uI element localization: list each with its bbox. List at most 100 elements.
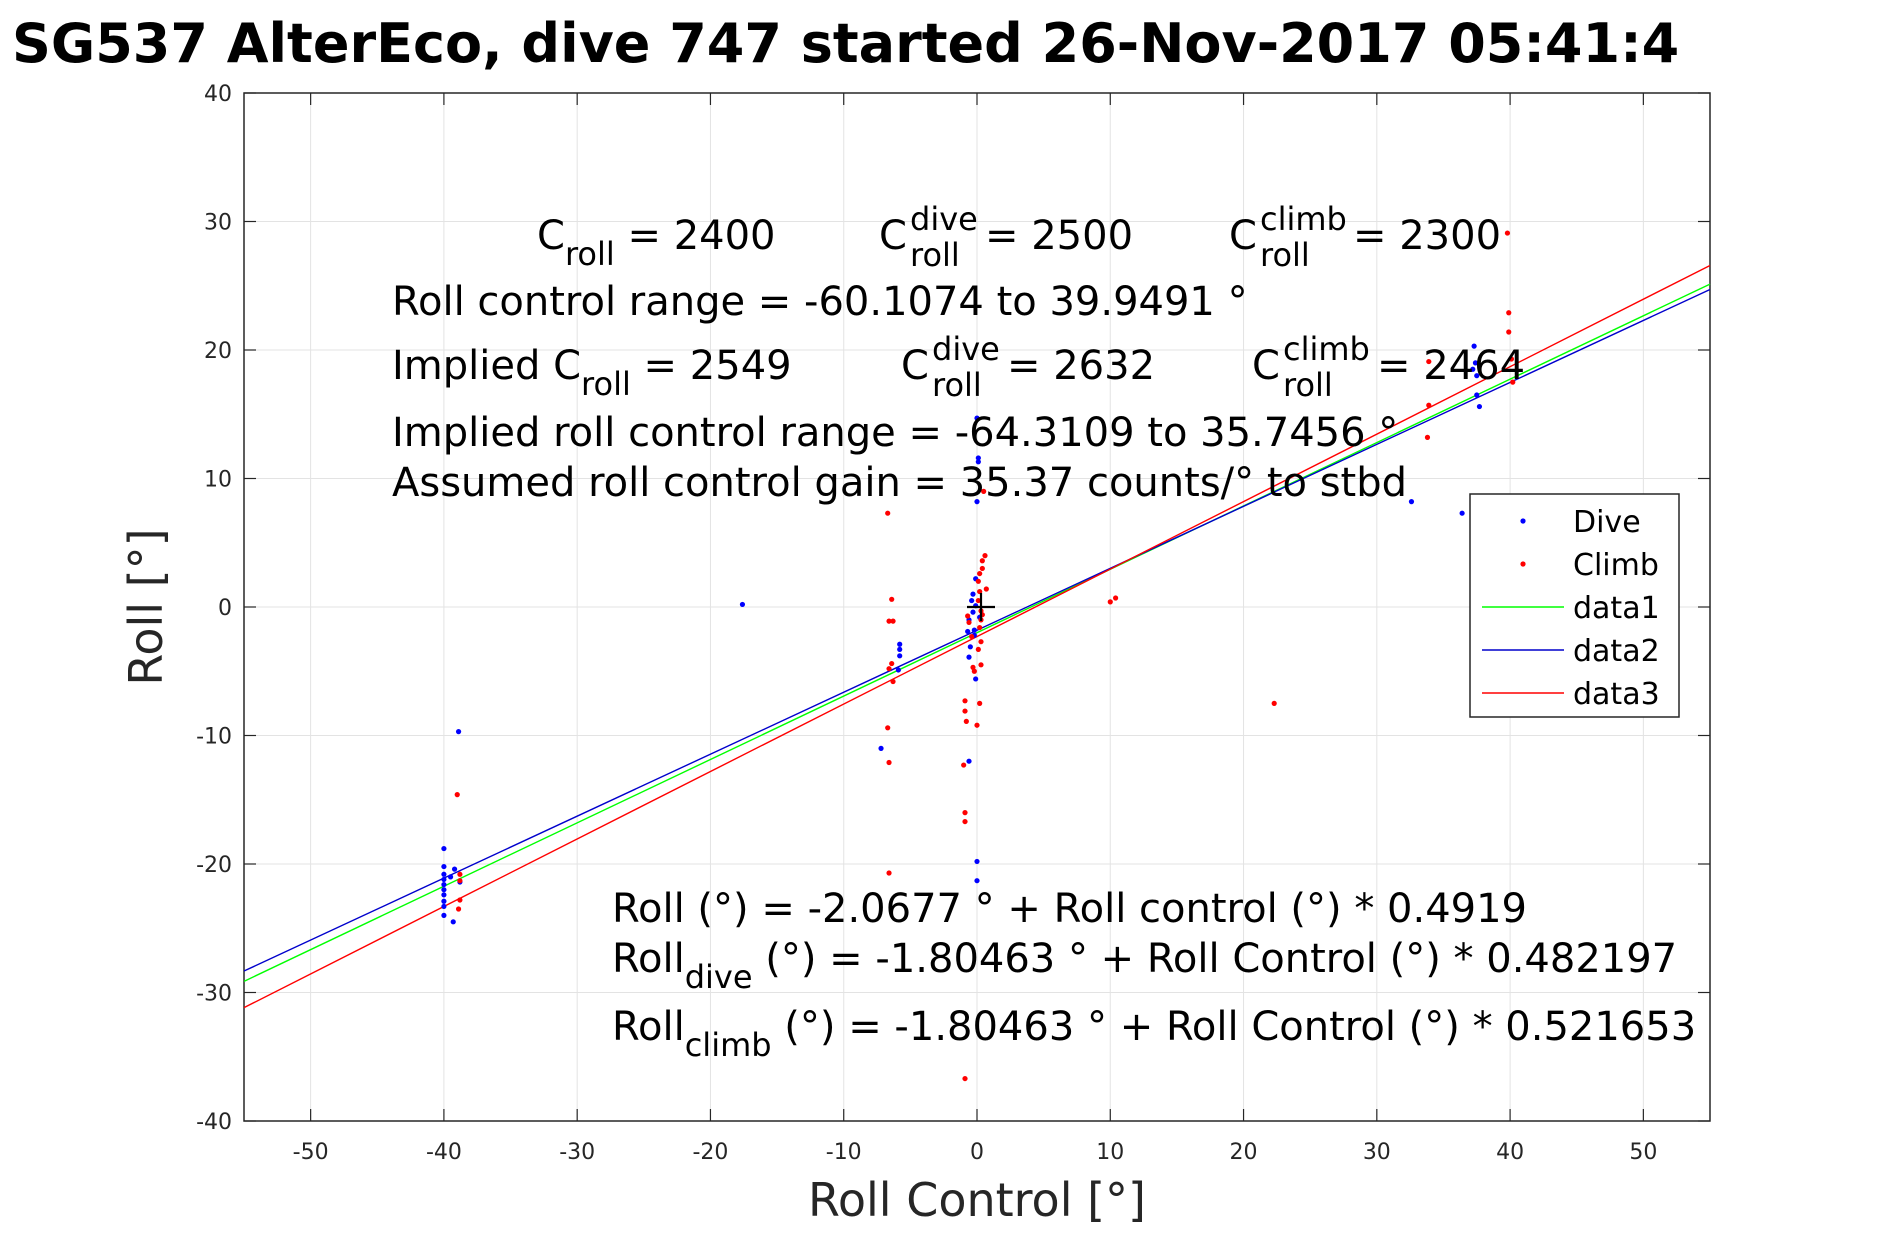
point-climb	[886, 759, 892, 766]
point-climb	[962, 698, 968, 704]
point-dive	[971, 627, 977, 633]
point-dive	[441, 863, 447, 870]
x-tick-label: -30	[559, 1140, 595, 1165]
crosshair-marker	[966, 593, 995, 621]
point-dive	[1474, 373, 1480, 379]
fit-lines	[243, 264, 1711, 1009]
annotation-fit-climb: Rollclimb (°) = -1.80463 ° + Roll Contro…	[612, 1004, 1696, 1064]
annotation-gain: Assumed roll control gain = 35.37 counts…	[392, 460, 1407, 506]
point-climb	[885, 510, 891, 516]
point-dive	[975, 455, 981, 461]
y-axis-label: Roll [°]	[119, 528, 173, 685]
point-climb	[961, 762, 967, 768]
annotation-c-climb-sup: climb	[1260, 200, 1347, 238]
fit-line-data3	[243, 264, 1711, 1009]
point-climb	[886, 666, 892, 672]
point-climb	[962, 708, 968, 714]
legend-marker-climb	[1520, 561, 1526, 567]
legend-label-data1: data1	[1573, 591, 1660, 626]
point-dive	[455, 729, 462, 735]
annotation-implied-range: Implied roll control range = -64.3109 to…	[392, 410, 1398, 456]
point-climb	[974, 722, 980, 728]
annotation-implied-climb-sup: climb	[1283, 330, 1370, 368]
y-tick-label: -30	[196, 982, 232, 1007]
x-axis-label: Roll Control [°]	[808, 1173, 1146, 1227]
y-tick-label: -20	[196, 853, 232, 878]
x-tick-label: 40	[1496, 1140, 1524, 1165]
point-dive	[897, 653, 903, 659]
x-tick-label: -20	[692, 1140, 728, 1165]
annotation-implied-climb: C	[1252, 343, 1280, 389]
annotation-c-climb: C	[1229, 213, 1257, 259]
point-climb	[962, 1075, 968, 1082]
legend-label-dive: Dive	[1573, 505, 1641, 540]
point-climb	[975, 597, 981, 604]
annotation-range: Roll control range = -60.1074 to 39.9491…	[392, 279, 1248, 325]
annotation-implied-climb-sub: roll	[1283, 366, 1333, 404]
legend-label-data2: data2	[1573, 634, 1660, 669]
point-dive	[965, 628, 971, 635]
chart-title: SG537 AlterEco, dive 747 started 26-Nov-…	[12, 12, 1679, 75]
point-climb	[975, 578, 981, 584]
point-climb	[457, 897, 463, 903]
annotation-implied-climb-val: = 2464	[1377, 343, 1525, 389]
point-dive	[975, 459, 981, 465]
y-tick-label: 20	[204, 339, 232, 364]
point-climb	[890, 678, 896, 685]
fit-line-data1	[243, 283, 1711, 982]
point-dive	[447, 874, 454, 880]
point-climb	[455, 906, 462, 912]
point-climb	[1508, 356, 1515, 362]
point-dive	[441, 876, 447, 883]
legend: Dive Climb data1 data2 data3	[1469, 493, 1680, 718]
point-climb	[889, 596, 895, 602]
fit-line-data2	[243, 288, 1711, 972]
point-climb	[977, 570, 983, 577]
annotation-c-climb-val: = 2300	[1353, 213, 1501, 259]
point-dive	[895, 667, 901, 673]
annotation-c-dive-val: = 2500	[985, 213, 1133, 259]
annotation-implied-dive-val: = 2632	[1007, 343, 1155, 389]
legend-label-climb: Climb	[1573, 548, 1659, 583]
x-tick-label: -50	[293, 1140, 329, 1165]
point-dive	[1470, 366, 1476, 372]
point-climb	[886, 618, 892, 624]
point-dive	[739, 601, 746, 608]
y-tick-label: 0	[218, 596, 232, 621]
x-tick-label: 20	[1230, 1140, 1258, 1165]
annotation-implied-dive: C	[901, 343, 929, 389]
point-dive	[969, 597, 975, 604]
point-climb	[977, 700, 983, 706]
point-dive	[451, 866, 458, 872]
point-dive	[1476, 403, 1483, 410]
annotation-implied: Implied Croll = 2549	[392, 343, 792, 403]
point-dive	[441, 898, 447, 904]
point-climb	[889, 660, 895, 667]
point-dive	[1459, 510, 1465, 516]
point-dive	[966, 654, 972, 660]
point-dive	[878, 745, 884, 751]
point-climb	[1271, 700, 1277, 706]
point-climb	[1424, 434, 1431, 440]
point-climb	[962, 810, 968, 816]
y-tick-label: -40	[196, 1110, 232, 1135]
point-dive	[897, 641, 903, 647]
point-climb	[981, 488, 987, 494]
y-tick-label: -10	[196, 725, 232, 750]
annotation-fit: Roll (°) = -2.0677 ° + Roll control (°) …	[612, 886, 1527, 932]
point-dive	[974, 858, 980, 865]
point-dive	[441, 887, 447, 893]
x-tick-label: 0	[970, 1140, 984, 1165]
point-dive	[970, 609, 976, 615]
annotation-c-dive: C	[879, 213, 907, 259]
point-dive	[966, 758, 972, 764]
point-climb	[962, 818, 968, 825]
point-dive	[1408, 499, 1415, 505]
point-dive	[974, 499, 980, 505]
point-climb	[975, 646, 981, 653]
point-dive	[441, 903, 447, 910]
point-climb	[1506, 310, 1512, 316]
annotation-implied-dive-sub: roll	[932, 366, 982, 404]
legend-label-data3: data3	[1573, 677, 1660, 712]
point-dive	[973, 676, 979, 682]
